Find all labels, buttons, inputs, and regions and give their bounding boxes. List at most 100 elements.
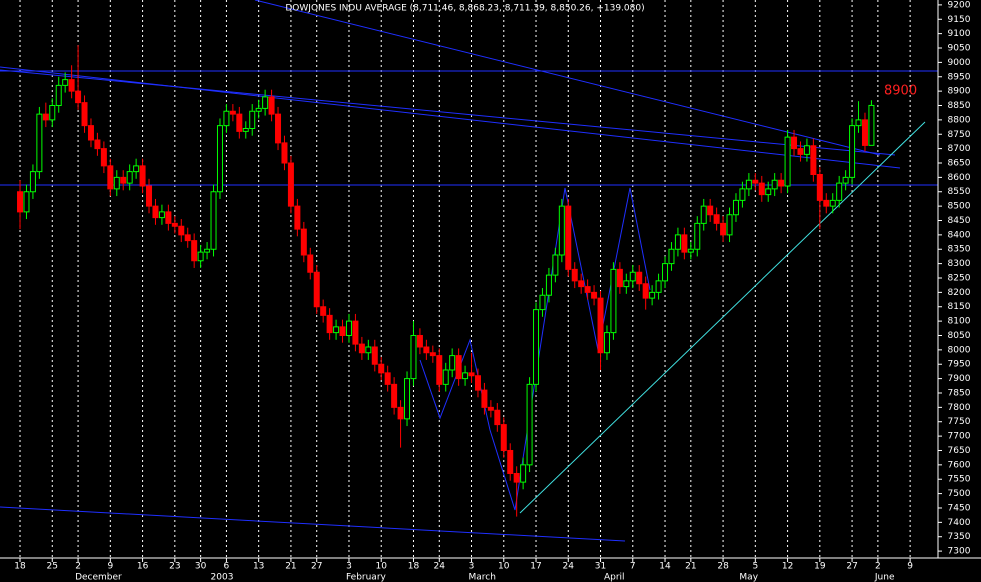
candle-body [578, 280, 585, 288]
candle-body [636, 271, 643, 285]
candle-body [42, 113, 49, 121]
candle-body [533, 309, 540, 385]
x-tick-label: 10 [498, 562, 510, 572]
y-tick-label: 7400 [948, 518, 971, 528]
candle-body [836, 182, 843, 201]
y-tick-label: 8200 [948, 288, 971, 298]
candle-body [849, 125, 856, 178]
candle-body [307, 254, 314, 273]
candle-body [223, 110, 230, 127]
candle-body [326, 314, 333, 334]
candle-body [197, 251, 204, 262]
candle-body [416, 334, 423, 348]
candle-body [410, 334, 417, 380]
candle-body [320, 306, 327, 316]
x-tick-label: 27 [311, 562, 322, 572]
candle-body [216, 125, 223, 193]
candle-body [333, 326, 340, 334]
candle-body [629, 271, 636, 282]
y-tick-label: 8800 [948, 115, 971, 125]
y-tick-label: 7300 [948, 547, 971, 557]
y-tick-label: 8400 [948, 230, 971, 240]
trend-line [0, 506, 626, 542]
candle-body [732, 199, 739, 216]
candle-body [436, 355, 443, 385]
candle-body [842, 176, 849, 184]
candle-body [642, 283, 649, 299]
y-tick-label: 7600 [948, 460, 971, 470]
candle-body [384, 372, 391, 385]
trend-lines [0, 0, 938, 542]
x-tick-label: 30 [195, 562, 207, 572]
y-tick-label: 8250 [948, 273, 971, 283]
y-tick-label: 9050 [948, 44, 971, 54]
candle-body [707, 205, 714, 216]
candle-body [784, 136, 791, 187]
candle-body [591, 291, 598, 299]
candle-body [229, 110, 236, 115]
candle-body [49, 105, 56, 121]
x-tick-label: 27 [846, 562, 857, 572]
month-label: December [75, 573, 122, 582]
candle-body [371, 346, 378, 365]
y-tick-label: 8650 [948, 159, 971, 169]
candle-body [68, 79, 75, 92]
candle-body [204, 248, 211, 253]
y-tick-label: 9150 [948, 15, 971, 25]
y-tick-label: 8350 [948, 245, 971, 255]
candle-body [255, 107, 262, 112]
candle-body [616, 268, 623, 288]
x-tick-label: 18 [14, 562, 26, 572]
month-label: February [346, 573, 387, 582]
candle-body [539, 294, 546, 311]
candle-body [87, 125, 94, 141]
candle-body [29, 171, 36, 193]
x-tick-label: 17 [530, 562, 541, 572]
candle-body [778, 179, 785, 187]
x-tick-label: 3 [346, 562, 352, 572]
candle-body [249, 110, 256, 130]
y-tick-label: 8950 [948, 72, 971, 82]
y-tick-label: 8150 [948, 302, 971, 312]
candle-body [404, 378, 411, 420]
x-tick-label: 9 [907, 562, 913, 572]
y-tick-label: 8850 [948, 101, 971, 111]
candle-body [797, 148, 804, 155]
candle-body [868, 104, 875, 146]
candle-body [526, 383, 533, 466]
candle-body [513, 472, 520, 483]
candle-body [649, 291, 656, 299]
x-tick-label: 3 [469, 562, 475, 572]
candle-body [545, 274, 552, 296]
candle-body [623, 280, 630, 288]
y-tick-label: 7750 [948, 417, 971, 427]
y-tick-label: 8000 [948, 345, 971, 355]
candle-body [287, 162, 294, 207]
y-tick-label: 8900 [948, 87, 971, 97]
candle-body [823, 199, 830, 207]
candles [17, 45, 875, 517]
candle-body [152, 205, 159, 219]
y-tick-label: 7700 [948, 432, 971, 442]
x-tick-label: 19 [814, 562, 826, 572]
candle-body [771, 179, 778, 190]
candle-body [158, 211, 165, 219]
y-tick-label: 7350 [948, 532, 971, 542]
candle-body [300, 228, 307, 256]
y-tick-label: 9200 [948, 0, 971, 10]
candle-body [803, 145, 810, 155]
candle-body [739, 188, 746, 201]
candle-body [313, 271, 320, 308]
x-tick-label: 10 [375, 562, 387, 572]
y-tick-label: 8750 [948, 130, 971, 140]
x-tick-label: 28 [717, 562, 729, 572]
candle-body [681, 234, 688, 253]
candle-body [184, 234, 191, 242]
month-label: May [739, 573, 758, 582]
candle-body [120, 176, 127, 184]
candle-body [165, 211, 172, 224]
candle-body [191, 240, 198, 262]
candle-body [610, 268, 617, 334]
candle-body [765, 188, 772, 196]
y-tick-label: 8050 [948, 331, 971, 341]
